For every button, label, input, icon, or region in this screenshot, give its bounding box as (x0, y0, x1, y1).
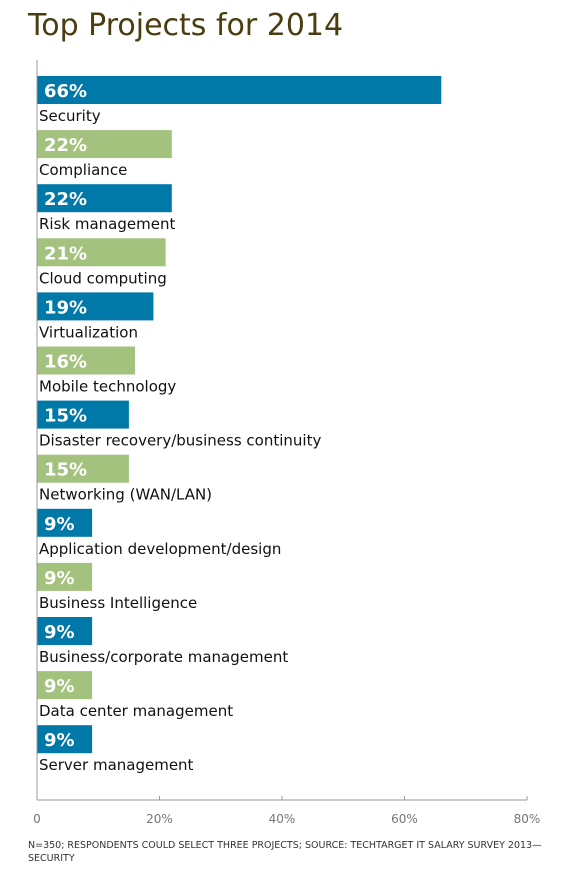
bar-value-label-5: 16% (44, 352, 87, 373)
bar-0 (37, 76, 442, 104)
footnote: N=350; Respondents could select three pr… (28, 840, 542, 864)
x-tick-label-2: 40% (269, 812, 296, 826)
category-label-8: Application development/design (39, 540, 281, 558)
category-label-0: Security (39, 107, 101, 125)
bar-6 (37, 400, 129, 429)
bar-8 (37, 508, 93, 537)
bar-value-label-0: 66% (44, 81, 87, 102)
bar-value-label-12: 9% (44, 730, 75, 751)
bar-12 (37, 725, 93, 754)
category-label-6: Disaster recovery/business continuity (39, 432, 321, 450)
x-axis: 0 20% 40% 60% 80% (33, 60, 540, 826)
bar-1 (37, 130, 172, 159)
bars-layer: 66% Security 22% Compliance 22% Risk manageme… (37, 76, 442, 774)
bar-value-label-11: 9% (44, 676, 75, 697)
bar-value-label-8: 9% (44, 514, 75, 535)
bar-value-label-7: 15% (44, 460, 87, 481)
bar-5 (37, 346, 135, 375)
category-label-10: Business/corporate management (39, 648, 288, 666)
bar-value-label-2: 22% (44, 189, 87, 210)
chart-title: Top Projects for 2014 (28, 8, 344, 43)
category-label-3: Cloud computing (39, 269, 167, 287)
category-label-2: Risk management (39, 215, 175, 233)
category-label-5: Mobile technology (39, 378, 176, 396)
bar-4 (37, 292, 154, 321)
bar-value-label-3: 21% (44, 243, 87, 264)
bar-10 (37, 617, 93, 645)
bar-value-label-10: 9% (44, 622, 75, 643)
bar-value-label-1: 22% (44, 135, 87, 156)
bar-11 (37, 671, 93, 700)
category-label-1: Compliance (39, 161, 127, 179)
bar-9 (37, 562, 93, 591)
bar-value-label-4: 19% (44, 297, 87, 318)
category-label-11: Data center management (39, 702, 233, 720)
bar-2 (37, 184, 172, 213)
x-tick-label-4: 80% (514, 812, 541, 826)
bar-3 (37, 238, 166, 267)
bar-value-label-6: 15% (44, 406, 87, 427)
category-label-9: Business Intelligence (39, 594, 197, 612)
category-label-4: Virtualization (39, 323, 138, 341)
x-tick-label-3: 60% (391, 812, 418, 826)
x-tick-label-0: 0 (33, 812, 41, 826)
category-label-12: Server management (39, 756, 194, 774)
x-tick-label-1: 20% (146, 812, 173, 826)
bar-value-label-9: 9% (44, 568, 75, 589)
bar-chart: 66% Security 22% Compliance 22% Risk manageme… (33, 60, 540, 826)
bar-7 (37, 454, 129, 483)
category-label-7: Networking (WAN/LAN) (39, 486, 212, 504)
